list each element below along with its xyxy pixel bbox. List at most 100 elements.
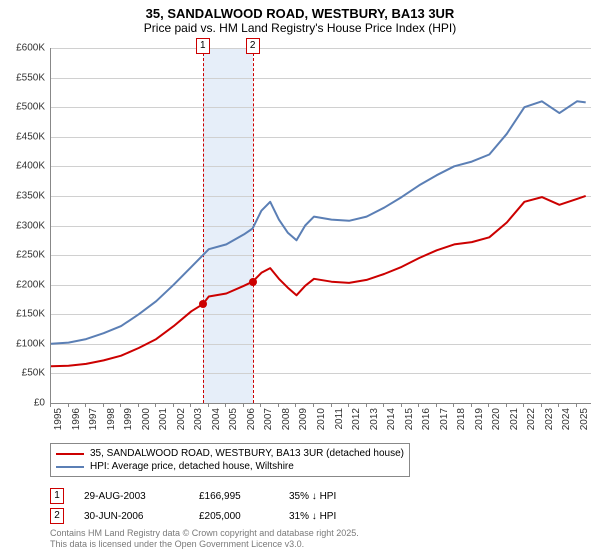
x-tick [190,403,191,407]
sale-date-2: 30-JUN-2006 [84,511,179,522]
x-axis-label: 2009 [298,408,309,430]
y-axis-label: £400K [0,161,45,172]
legend-row-hpi: HPI: Average price, detached house, Wilt… [56,460,404,473]
plot-region: 12 [50,48,591,404]
x-tick [453,403,454,407]
x-axis-label: 2020 [491,408,502,430]
x-axis-label: 2006 [246,408,257,430]
sale-dot [199,300,207,308]
legend-label-2: HPI: Average price, detached house, Wilt… [90,461,294,472]
x-tick [225,403,226,407]
title-line1: 35, SANDALWOOD ROAD, WESTBURY, BA13 3UR [0,6,600,21]
sale-row-2: 2 30-JUN-2006 £205,000 31% ↓ HPI [50,506,369,526]
legend-swatch-1 [56,453,84,455]
sales-table: 1 29-AUG-2003 £166,995 35% ↓ HPI 2 30-JU… [50,486,369,526]
x-tick [138,403,139,407]
x-axis-label: 2004 [211,408,222,430]
y-axis-label: £300K [0,220,45,231]
x-tick [208,403,209,407]
y-axis-label: £500K [0,102,45,113]
series-price_paid [51,196,586,366]
x-tick [120,403,121,407]
legend: 35, SANDALWOOD ROAD, WESTBURY, BA13 3UR … [50,443,410,477]
y-axis-label: £100K [0,338,45,349]
x-axis-label: 2022 [526,408,537,430]
x-tick [155,403,156,407]
x-axis-label: 2014 [386,408,397,430]
x-axis-label: 2001 [158,408,169,430]
x-axis-label: 2012 [351,408,362,430]
x-tick [418,403,419,407]
sale-pct-1: 35% ↓ HPI [289,491,369,502]
x-tick [401,403,402,407]
legend-label-1: 35, SANDALWOOD ROAD, WESTBURY, BA13 3UR … [90,448,404,459]
y-axis-label: £150K [0,309,45,320]
x-tick [541,403,542,407]
y-axis-label: £350K [0,190,45,201]
x-tick [243,403,244,407]
x-axis-label: 1999 [123,408,134,430]
x-tick [348,403,349,407]
x-axis-label: 2002 [176,408,187,430]
y-axis-label: £550K [0,72,45,83]
legend-row-price-paid: 35, SANDALWOOD ROAD, WESTBURY, BA13 3UR … [56,447,404,460]
x-axis-label: 2013 [369,408,380,430]
x-axis-label: 2015 [404,408,415,430]
footer-line1: Contains HM Land Registry data © Crown c… [50,528,359,539]
legend-swatch-2 [56,466,84,468]
x-axis-label: 2003 [193,408,204,430]
x-axis-label: 2000 [141,408,152,430]
x-tick [436,403,437,407]
footer: Contains HM Land Registry data © Crown c… [50,528,359,551]
y-axis-label: £200K [0,279,45,290]
chart-container: 35, SANDALWOOD ROAD, WESTBURY, BA13 3UR … [0,0,600,560]
x-axis-label: 1997 [88,408,99,430]
x-axis-label: 1998 [106,408,117,430]
chart-area: 12 £0£50K£100K£150K£200K£250K£300K£350K£… [50,48,590,403]
sale-pct-2: 31% ↓ HPI [289,511,369,522]
y-axis-label: £600K [0,43,45,54]
x-tick [523,403,524,407]
y-axis-label: £250K [0,250,45,261]
x-tick [50,403,51,407]
x-tick [506,403,507,407]
x-axis-label: 2024 [561,408,572,430]
x-tick [331,403,332,407]
footer-line2: This data is licensed under the Open Gov… [50,539,359,550]
x-axis-label: 2008 [281,408,292,430]
x-axis-label: 2017 [439,408,450,430]
y-axis-label: £50K [0,368,45,379]
x-axis-label: 2025 [579,408,590,430]
sale-price-1: £166,995 [199,491,269,502]
sale-price-2: £205,000 [199,511,269,522]
title-block: 35, SANDALWOOD ROAD, WESTBURY, BA13 3UR … [0,0,600,37]
x-axis-label: 2018 [456,408,467,430]
sale-date-1: 29-AUG-2003 [84,491,179,502]
sale-row-1: 1 29-AUG-2003 £166,995 35% ↓ HPI [50,486,369,506]
x-axis-label: 2011 [334,408,345,430]
x-tick [313,403,314,407]
x-tick [366,403,367,407]
x-axis-label: 2021 [509,408,520,430]
x-tick [576,403,577,407]
x-axis-label: 2016 [421,408,432,430]
x-axis-label: 2023 [544,408,555,430]
sale-marker-2: 2 [50,508,64,524]
title-line2: Price paid vs. HM Land Registry's House … [0,21,600,35]
x-axis-label: 2007 [263,408,274,430]
y-axis-label: £0 [0,398,45,409]
x-axis-label: 2019 [474,408,485,430]
x-tick [488,403,489,407]
x-axis-label: 1996 [71,408,82,430]
sale-marker-box: 2 [246,38,260,54]
x-tick [471,403,472,407]
x-tick [103,403,104,407]
y-axis-label: £450K [0,131,45,142]
x-tick [295,403,296,407]
x-tick [383,403,384,407]
sale-marker-1: 1 [50,488,64,504]
x-axis-label: 2005 [228,408,239,430]
x-tick [68,403,69,407]
sale-dot [249,278,257,286]
x-axis-label: 1995 [53,408,64,430]
